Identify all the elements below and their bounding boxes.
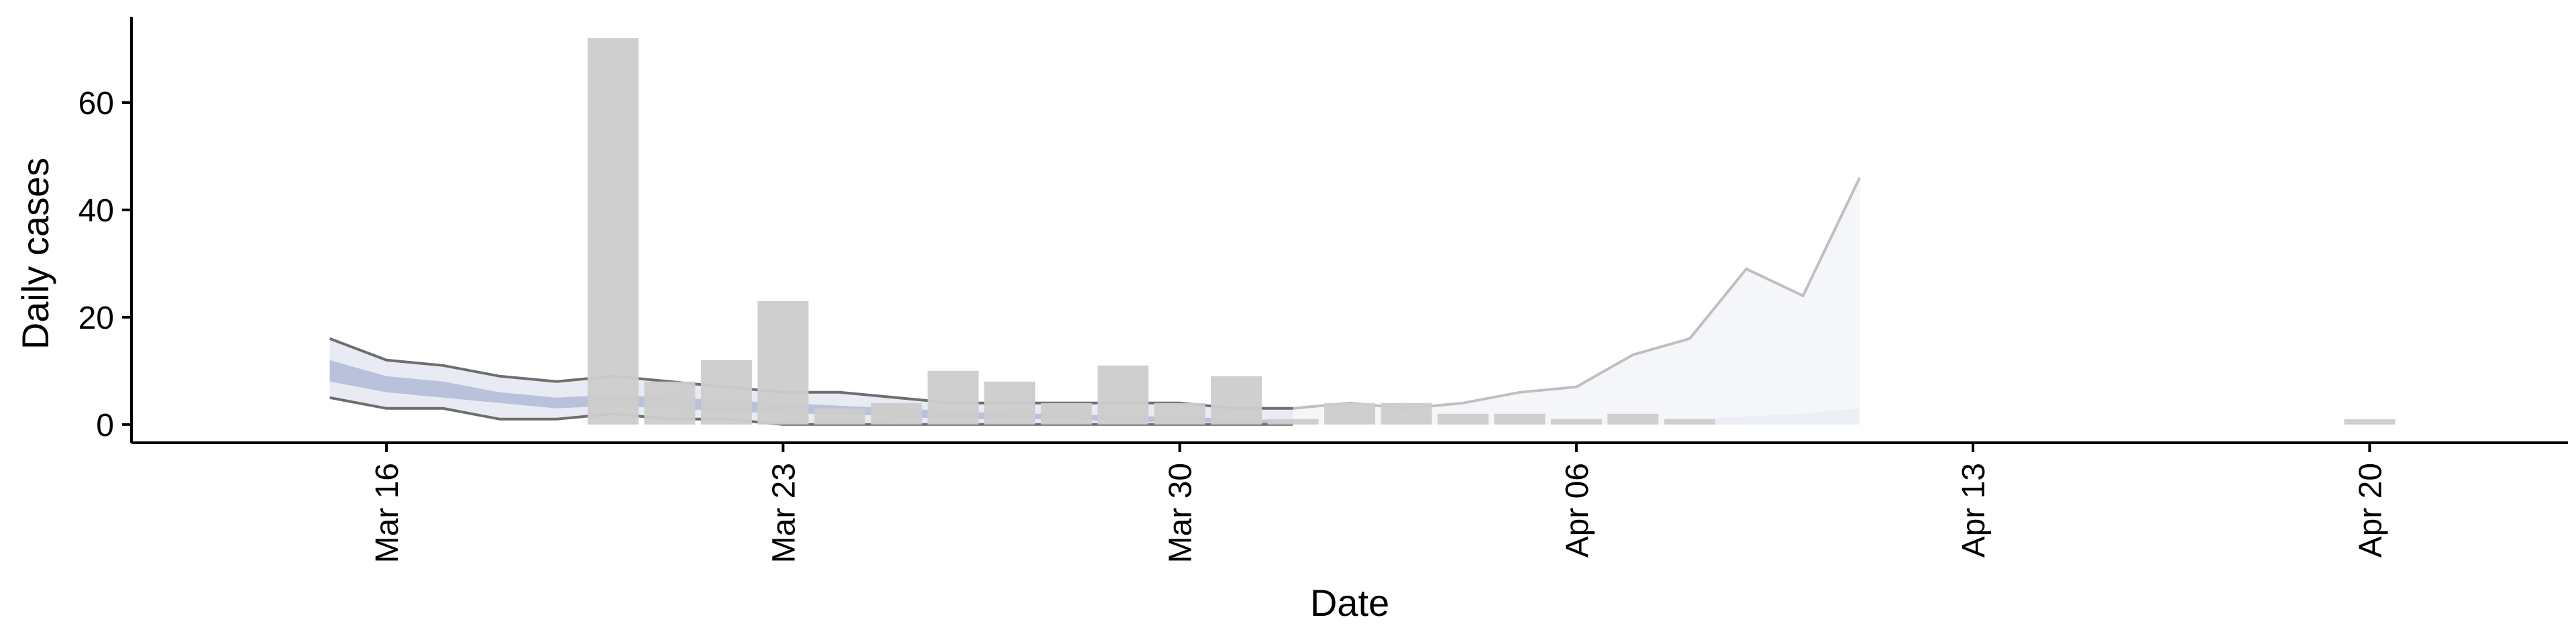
x-tick-label: Apr 13 [1956, 463, 1992, 557]
case-bar [700, 360, 752, 425]
estimate-inner-band [329, 360, 1293, 424]
case-bar [587, 38, 639, 425]
case-bar [927, 370, 979, 425]
forecast-inner-band-area [1689, 408, 1860, 425]
y-tick-label: 60 [78, 86, 114, 121]
y-tick-label: 20 [78, 301, 114, 336]
case-bar [1381, 402, 1432, 425]
case-bar [1097, 365, 1149, 425]
x-tick-label: Apr 20 [2353, 463, 2388, 557]
y-axis-title: Daily cases [14, 158, 56, 350]
case-bar [1040, 402, 1092, 425]
case-bar [1494, 413, 1546, 425]
x-tick-label: Mar 16 [370, 463, 405, 563]
case-bar [1267, 419, 1319, 425]
case-bar [984, 381, 1036, 425]
case-bar [1607, 413, 1659, 425]
x-axis-title: Date [1310, 582, 1389, 624]
case-bar [1324, 402, 1375, 425]
case-bar [644, 381, 696, 425]
case-bar [814, 408, 865, 425]
case-bar [1154, 402, 1205, 425]
x-tick-label: Apr 06 [1560, 463, 1595, 557]
axes-layer: 0 20 40 60 Mar 16 Mar 23 Mar 30 Apr 06 Apr 13 Apr… [78, 17, 2568, 563]
y-tick-label: 40 [78, 193, 114, 229]
case-bar [871, 402, 922, 425]
x-tick-label: Mar 30 [1163, 463, 1199, 563]
forecast-band-area [1293, 177, 1860, 425]
x-tick-label: Mar 23 [766, 463, 802, 563]
case-bar [1211, 376, 1263, 425]
case-bar [757, 301, 809, 425]
case-bar [1550, 419, 1602, 425]
observed-bars-layer [587, 38, 2396, 425]
case-bar [2344, 419, 2396, 425]
y-tick-label: 0 [96, 408, 114, 443]
case-bar [1437, 413, 1489, 425]
case-bar [1664, 419, 1715, 425]
